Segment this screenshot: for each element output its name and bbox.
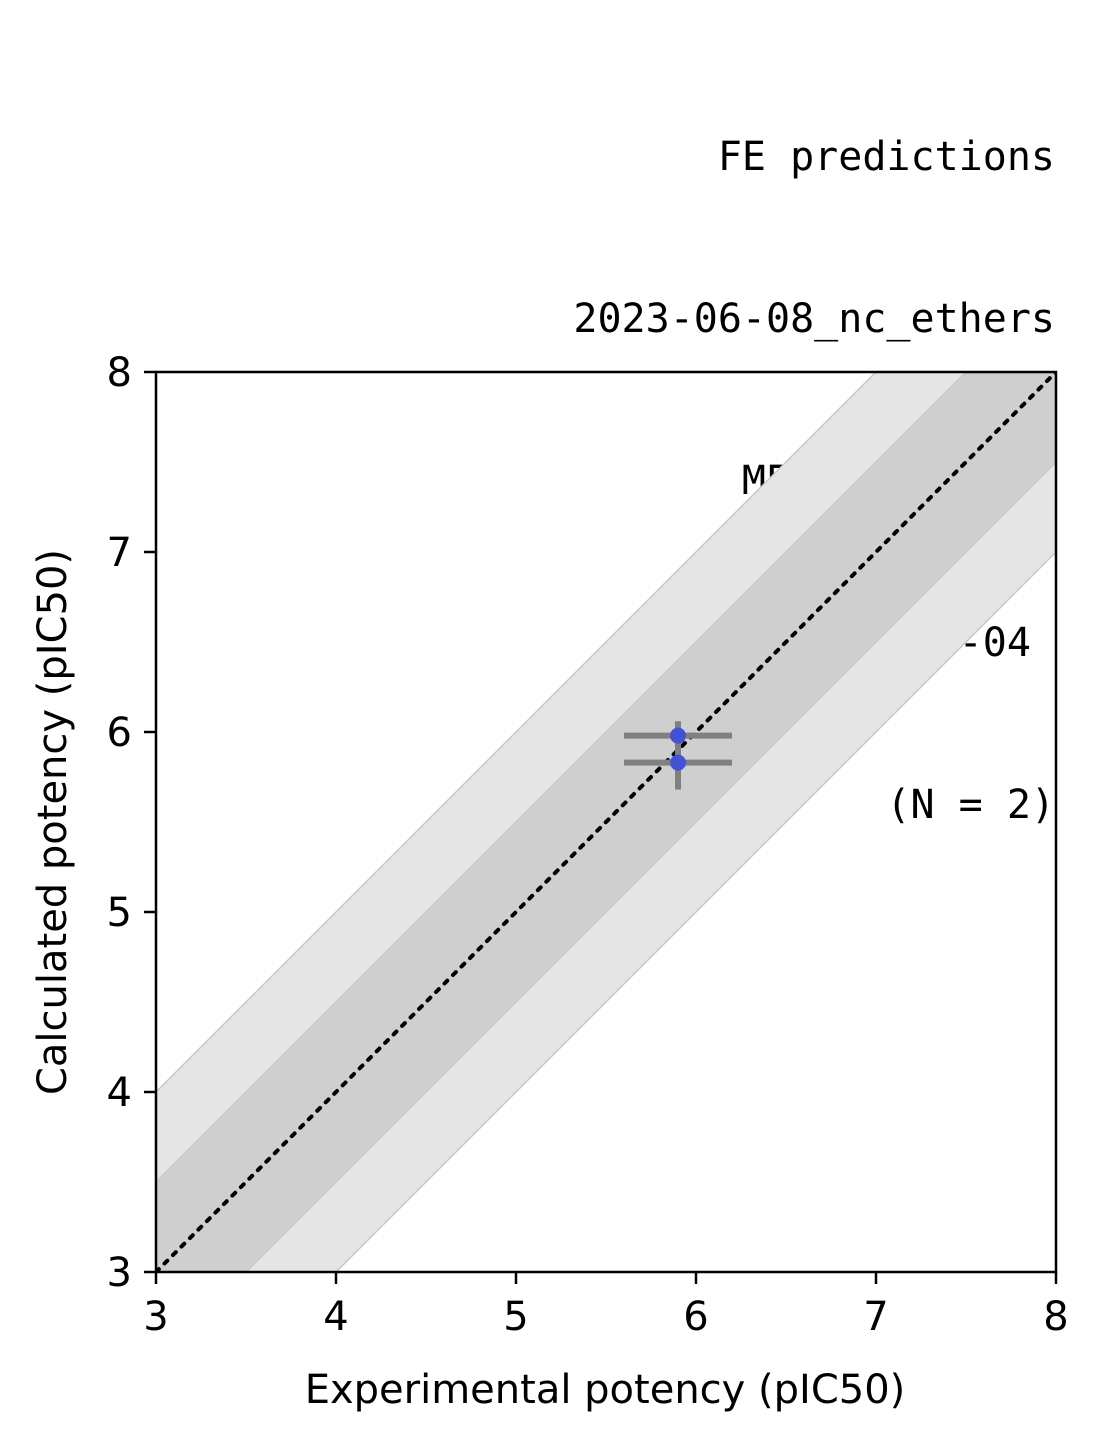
axes: 3 4 5 6 7 8 3 4 5 6 7 8 (107, 350, 1069, 1340)
title-line-2: 2023-06-08_nc_ethers (573, 296, 1055, 342)
x-tick-label-4: 4 (323, 1294, 348, 1340)
data-point-2 (670, 754, 686, 771)
x-tick-label-6: 6 (683, 1294, 708, 1340)
x-tick-label-8: 8 (1043, 1294, 1068, 1340)
y-tick-label-8: 8 (107, 350, 132, 396)
title-line-1: FE predictions (717, 134, 1055, 180)
y-tick-label-5: 5 (107, 890, 132, 936)
y-tick-label-4: 4 (107, 1070, 132, 1116)
plot-clipped-group (156, 372, 1056, 1272)
title-line-5: (N = 2) (886, 782, 1055, 828)
x-axis-label: Experimental potency (pIC50) (305, 1367, 906, 1413)
y-tick-label-6: 6 (107, 710, 132, 756)
identity-line (156, 372, 1056, 1272)
x-tick-label-5: 5 (503, 1294, 528, 1340)
y-axis-label: Calculated potency (pIC50) (30, 549, 76, 1095)
x-tick-label-3: 3 (143, 1294, 168, 1340)
x-tick-label-7: 7 (863, 1294, 888, 1340)
y-tick-label-7: 7 (107, 530, 132, 576)
data-point-1 (670, 727, 686, 744)
plot-frame (154, 370, 1058, 1274)
plot-area (156, 372, 1056, 1272)
y-tick-label-3: 3 (107, 1250, 132, 1296)
